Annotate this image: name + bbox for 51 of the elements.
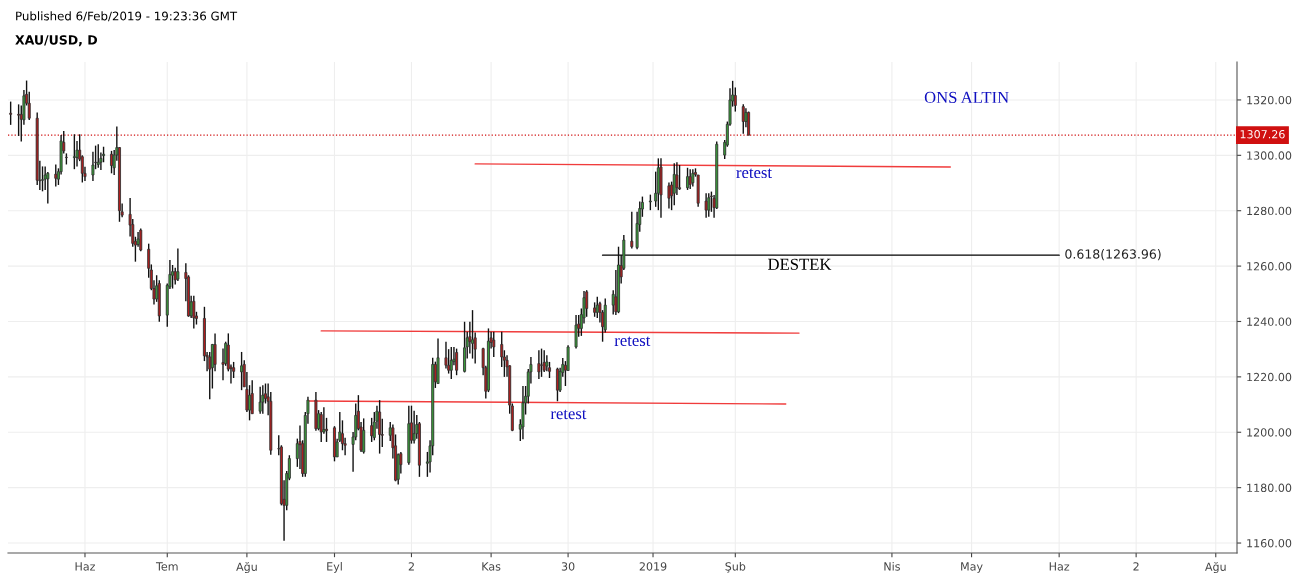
annotation: retest [614,336,651,347]
candlestick [574,314,578,350]
chart-title: XAU/USD, D [15,35,97,47]
candlestick [455,347,459,376]
candlestick [258,386,262,415]
y-tick-label: 1240.00 [1247,317,1292,326]
x-tick-label: Nis [884,562,900,571]
candlestick [378,399,382,455]
candlestick [747,110,751,136]
x-tick-label: Şub [725,562,746,573]
y-tick-label: 1200.00 [1247,428,1292,437]
x-tick-label: Eyl [327,562,342,573]
y-tick-label: 1320.00 [1247,95,1292,105]
candlestick [617,246,620,314]
candlestick [678,164,682,191]
text: Published 6/Feb/2019 - 19:23:36 GMT [16,11,238,22]
x-tick-label: Ağu [236,562,257,574]
text: ONS ALTIN [924,91,1009,103]
annotation: retest [736,168,772,179]
candlestick [72,133,76,170]
candlestick [362,417,366,455]
candlestick [667,181,671,210]
x-tick-label: Haz [75,562,95,571]
x-tick-label: Haz [1049,562,1070,571]
y-tick-label: 1300.00 [1247,151,1292,160]
x-tick-label: May [961,562,983,573]
x-tick-label: Tem [155,562,178,571]
candlestick [444,341,448,370]
series-label: 0.618(1263.96) [1065,249,1161,261]
candlestick [176,247,180,282]
x-tick-label: Kas [482,562,501,571]
candlestick [9,100,13,126]
candlestick [41,165,44,193]
candlestick [492,331,496,358]
candlestick [240,351,244,391]
x-tick-label: 30 [561,562,575,571]
y-tick-label: 1280.00 [1247,206,1292,216]
annotation: retest [550,409,587,420]
candlestick [704,192,708,219]
annotation: DESTEK [768,258,832,270]
x-tick-label: Ağu [1205,562,1226,574]
x-tick-label: 2 [1133,562,1139,571]
y-tick-label: 1160.00 [1247,539,1292,548]
candlestick [192,295,196,330]
y-tick-label: 1220.00 [1247,372,1292,382]
y-tick-label: 1180.00 [1247,483,1292,493]
x-tick-label: 2019 [639,562,667,571]
x-tick-label: 2 [408,562,414,571]
candlestick [707,192,711,218]
y-tick-label: 1260.00 [1247,262,1292,271]
ref-line-label: 1307.26 [1240,130,1285,139]
